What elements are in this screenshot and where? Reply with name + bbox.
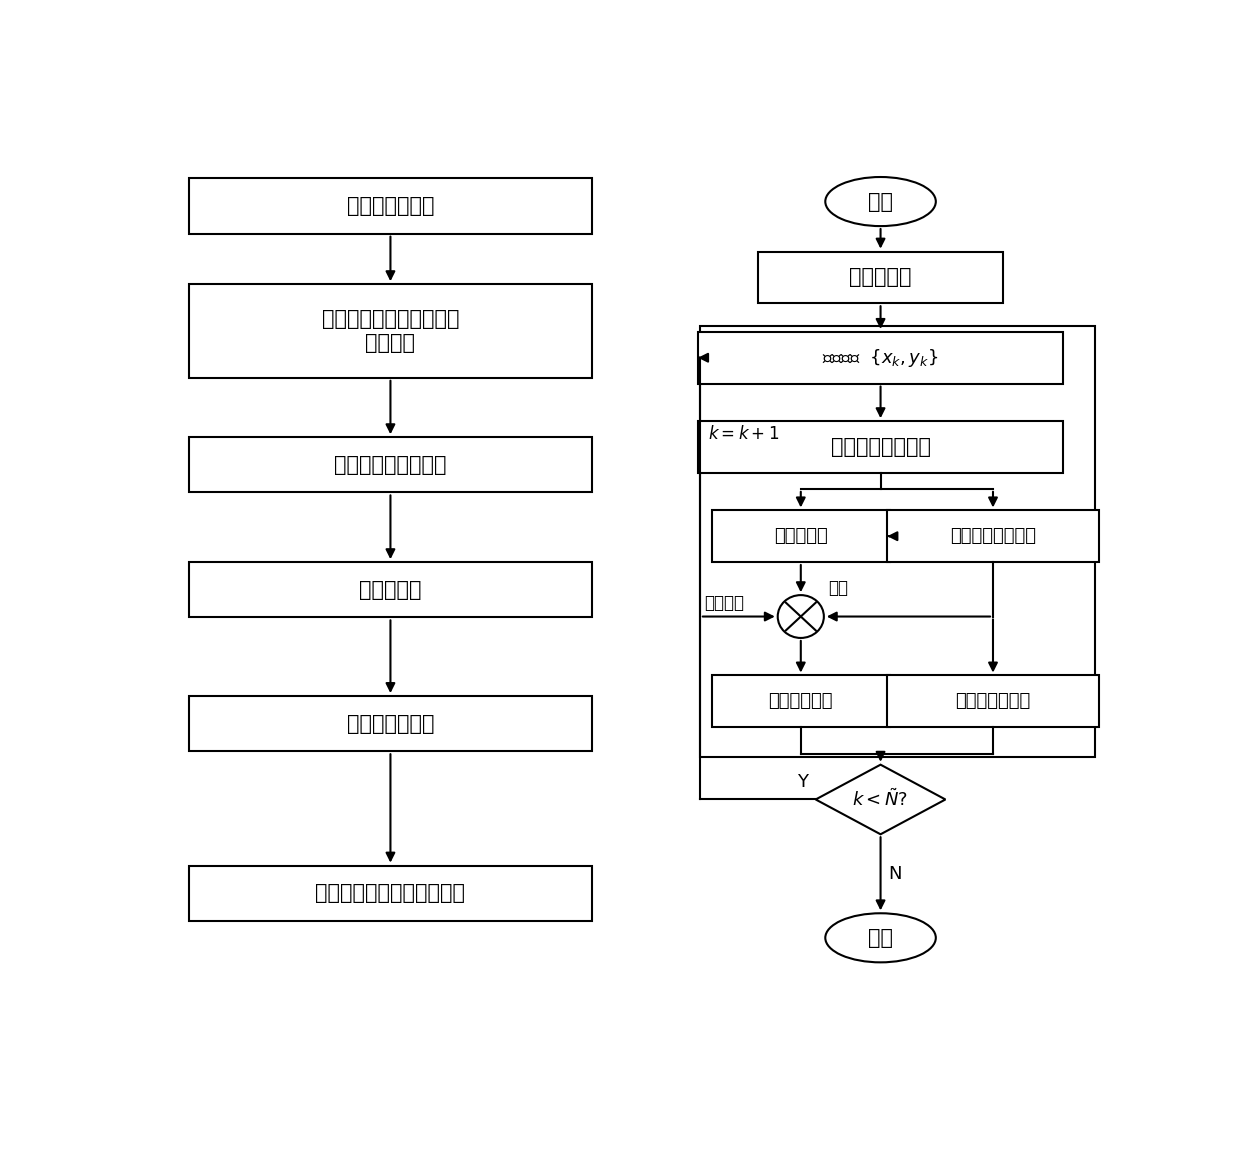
FancyBboxPatch shape [188,178,593,234]
Text: 参数初始化: 参数初始化 [849,268,911,287]
Text: 发动机包线内气路故障诊断: 发动机包线内气路故障诊断 [315,883,465,903]
FancyBboxPatch shape [712,510,889,562]
FancyBboxPatch shape [698,421,1063,473]
FancyBboxPatch shape [888,510,1099,562]
Circle shape [777,595,823,637]
Text: 期望输出: 期望输出 [704,595,744,612]
Text: 数据标准化: 数据标准化 [360,580,422,599]
FancyBboxPatch shape [188,437,593,493]
Text: 计算隐层输出向量: 计算隐层输出向量 [831,437,930,457]
Text: 误差: 误差 [828,578,848,597]
Text: 航空发动机模型: 航空发动机模型 [347,196,434,216]
FancyBboxPatch shape [758,252,1003,304]
Polygon shape [816,765,945,834]
Text: 结束: 结束 [868,928,893,948]
Text: N: N [888,865,901,883]
FancyBboxPatch shape [188,562,593,618]
Ellipse shape [826,913,936,962]
Text: 更新误差方差阵: 更新误差方差阵 [955,692,1030,710]
Text: 输出层输出: 输出层输出 [774,527,827,545]
Text: 获得训练和测试数据: 获得训练和测试数据 [335,454,446,475]
Text: 计算滤波增益矩阵: 计算滤波增益矩阵 [950,527,1035,545]
FancyBboxPatch shape [712,676,889,727]
FancyBboxPatch shape [698,331,1063,384]
FancyBboxPatch shape [188,866,593,921]
Ellipse shape [826,177,936,226]
Text: $k< \tilde{N}$?: $k< \tilde{N}$? [852,789,909,810]
Text: 包线内选取工作点用于训
练和测试: 包线内选取工作点用于训 练和测试 [321,309,459,352]
Text: $k=k+1$: $k=k+1$ [708,424,779,443]
Text: 开始: 开始 [868,191,893,212]
Text: 更新输出权值: 更新输出权值 [769,692,833,710]
Text: Y: Y [797,773,808,790]
Text: 训练样本  {$x_k,y_k$}: 训练样本 {$x_k,y_k$} [822,347,939,369]
FancyBboxPatch shape [888,676,1099,727]
FancyBboxPatch shape [188,284,593,378]
FancyBboxPatch shape [188,695,593,751]
Text: 极限学习机训练: 极限学习机训练 [347,714,434,734]
